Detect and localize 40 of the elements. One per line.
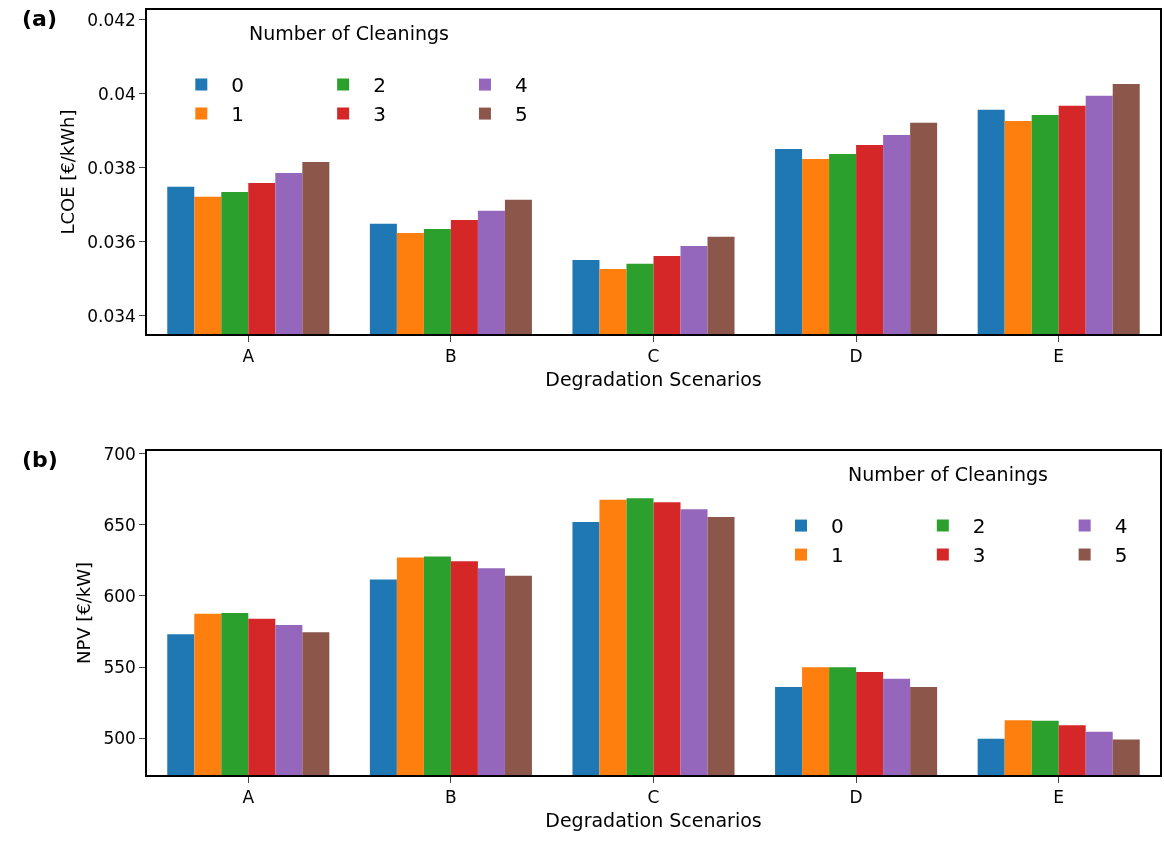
text: (a) [22, 6, 57, 31]
legend-label: 4 [514, 73, 528, 98]
y-tick-label: 500 [103, 728, 136, 748]
legend-label: 5 [1114, 543, 1128, 568]
legend-label: 1 [831, 543, 844, 568]
y-tick-label: 0.036 [87, 231, 136, 252]
x-tick-label: E [1053, 346, 1065, 367]
x-axis-title: Degradation Scenarios [545, 809, 762, 832]
y-tick-label: 0.038 [87, 157, 136, 178]
legend-label: 5 [514, 102, 528, 127]
legend-label: 3 [972, 543, 986, 568]
legend-label: 0 [831, 514, 844, 539]
x-tick-label: A [242, 346, 255, 367]
x-tick-label: C [647, 787, 660, 808]
x-tick-label: D [849, 787, 863, 808]
y-tick-label: 0.04 [97, 83, 136, 104]
x-tick-label: B [445, 346, 457, 367]
y-tick-label: 0.042 [87, 9, 136, 30]
y-tick-label: 0.034 [87, 305, 136, 326]
text: (b) [22, 447, 58, 472]
legend-label: 3 [373, 102, 386, 127]
x-axis-title: Degradation Scenarios [545, 368, 762, 391]
legend-label: 2 [972, 514, 986, 539]
x-tick-label: D [849, 346, 863, 367]
legend-title: Number of Cleanings [848, 463, 1048, 485]
x-tick-label: C [647, 346, 660, 367]
x-tick-label: B [445, 787, 457, 808]
x-tick-label: A [242, 787, 255, 808]
legend-title: Number of Cleanings [249, 22, 449, 44]
legend-label: 0 [231, 73, 245, 98]
y-tick-label: 600 [103, 585, 136, 606]
y-axis-title: LCOE [€/kWh] [56, 109, 78, 235]
y-tick-label: 550 [103, 656, 136, 677]
legend-label: 2 [373, 73, 386, 98]
y-axis-title: NPV [€/kW] [73, 561, 95, 665]
x-tick-label: E [1053, 787, 1065, 808]
y-tick-label: 700 [103, 443, 136, 464]
legend-label: 1 [231, 102, 245, 127]
y-tick-label: 650 [103, 514, 136, 535]
legend-label: 4 [1114, 514, 1128, 539]
